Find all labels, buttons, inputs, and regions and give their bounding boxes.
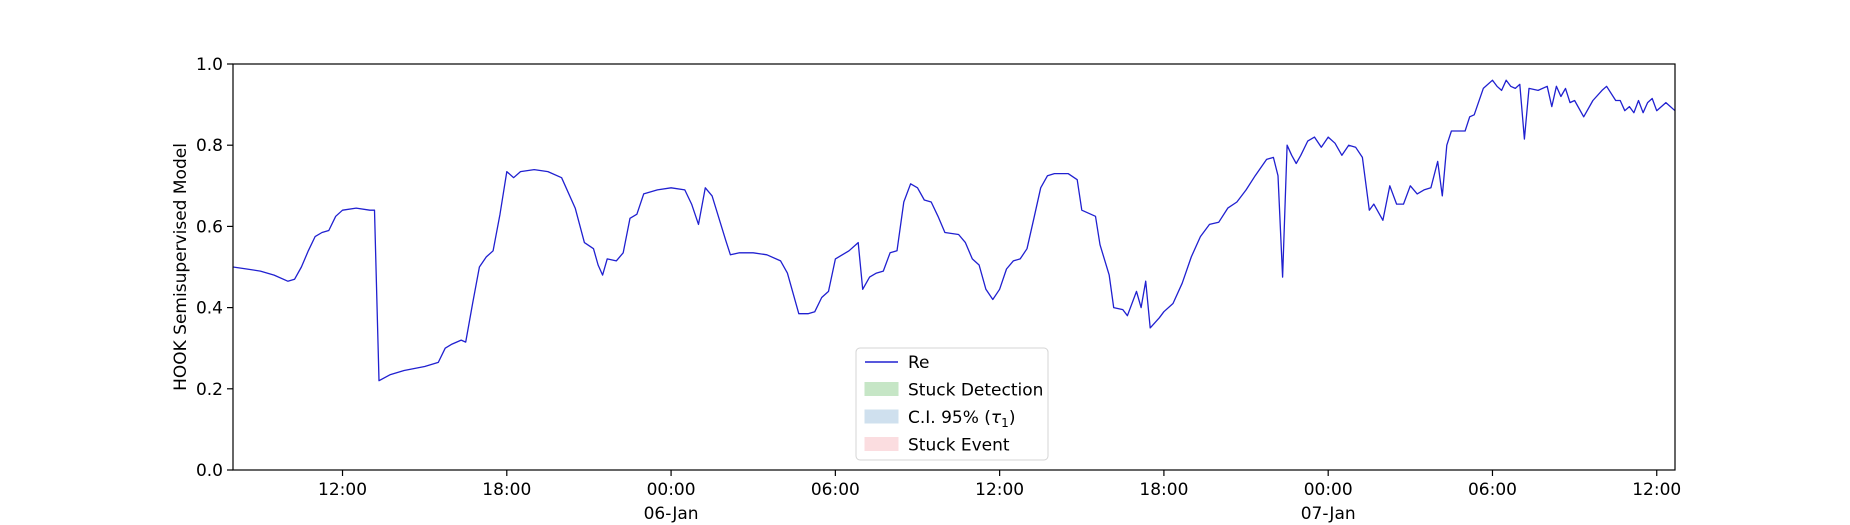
x-tick-label: 18:00	[1139, 480, 1188, 500]
y-axis-label: HOOK Semisupervised Model	[171, 143, 191, 391]
x-tick-label: 06:00	[811, 480, 860, 500]
legend: Re Stuck Detection C.I. 95% (τ1) Stuck Even…	[855, 347, 1049, 461]
series-line-re	[233, 79, 1675, 382]
y-tick-label: 0.6	[196, 217, 223, 237]
x-tick-label: 12:00	[975, 480, 1024, 500]
x-tick-label: 12:00	[1632, 480, 1681, 500]
x-tick-label: 00:00	[647, 480, 696, 500]
legend-swatch-stuck-event	[864, 437, 899, 451]
legend-label-re: Re	[908, 353, 930, 373]
legend-swatch-stuck-detection	[864, 382, 899, 396]
y-tick-label: 0.2	[196, 380, 223, 400]
x-axis-ticks: 12:0018:0000:0006-Jan190006:0012:0018:00…	[318, 470, 1681, 524]
legend-label-stuck-event: Stuck Event	[908, 436, 1010, 456]
x-tick-sublabel: 07-Jan	[1301, 504, 1356, 524]
x-tick-label: 18:00	[482, 480, 531, 500]
y-tick-label: 0.8	[196, 136, 223, 156]
legend-swatch-c-i-95-1	[864, 409, 899, 424]
x-tick-label: 00:00	[1304, 480, 1353, 500]
x-tick-label: 06:00	[1468, 480, 1517, 500]
plot-frame	[232, 63, 1676, 471]
legend-box	[855, 347, 1049, 461]
legend-label-c-i-95-1: C.I. 95% (τ1)	[908, 408, 1015, 430]
y-tick-label: 1.0	[196, 55, 223, 75]
legend-label-stuck-detection: Stuck Detection	[908, 381, 1043, 401]
series-lines	[233, 79, 1675, 382]
x-tick-label: 12:00	[318, 480, 367, 500]
y-tick-label: 0.0	[196, 461, 223, 481]
x-tick-sublabel: 06-Jan	[644, 504, 699, 524]
y-tick-label: 0.4	[196, 299, 223, 319]
y-axis-ticks: 0.0 0.2 0.4 0.6 0.8 1.0	[196, 55, 233, 481]
